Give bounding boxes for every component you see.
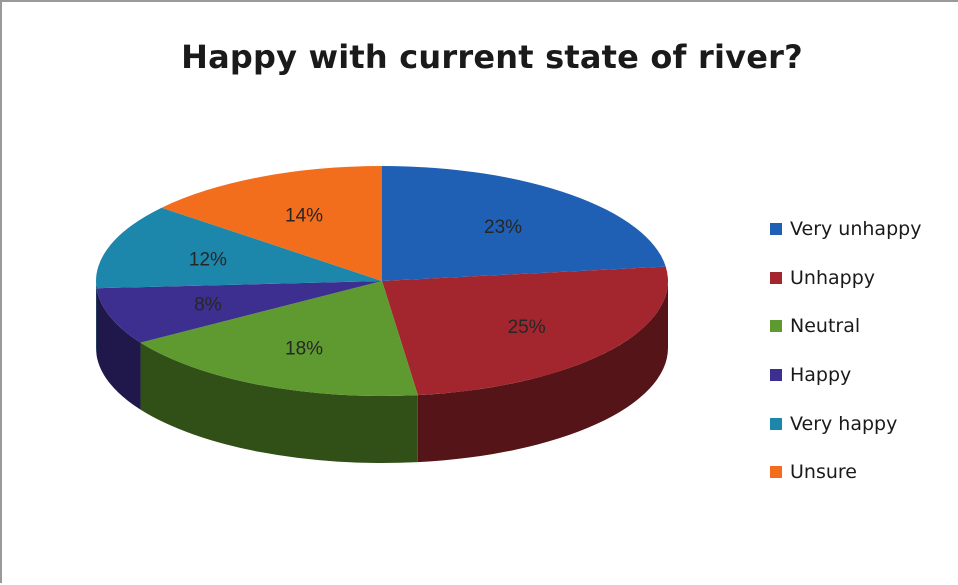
legend-label: Unsure (790, 461, 857, 484)
legend-item-very-happy: Very happy (770, 399, 921, 448)
legend-item-very-unhappy: Very unhappy (770, 205, 921, 254)
pie-slice-unsure (161, 166, 382, 281)
legend-swatch (770, 223, 782, 236)
legend-label: Very happy (790, 412, 898, 435)
data-label-unsure: 14% (285, 205, 323, 226)
pie-side-very-happy (96, 281, 97, 356)
data-label-happy: 8% (194, 295, 222, 316)
pie-slice-unhappy (382, 266, 668, 396)
pie-slice-very-happy (96, 207, 382, 289)
data-label-very-happy: 12% (189, 249, 227, 270)
legend-label: Unhappy (790, 266, 875, 289)
pie-side-happy (96, 288, 141, 410)
legend-swatch (770, 417, 782, 430)
legend-item-unsure: Unsure (770, 448, 921, 497)
data-label-very-unhappy: 23% (484, 217, 522, 238)
legend-swatch (770, 466, 782, 479)
legend-label: Happy (790, 364, 852, 387)
legend-swatch (770, 320, 782, 333)
pie-slice-very-unhappy (382, 166, 666, 281)
legend-label: Neutral (790, 315, 861, 338)
legend-item-happy: Happy (770, 351, 921, 400)
data-label-unhappy: 25% (508, 317, 546, 338)
legend-label: Very unhappy (790, 218, 922, 241)
legend-item-unhappy: Unhappy (770, 254, 921, 303)
chart-title: Happy with current state of river? (181, 38, 803, 76)
legend: Very unhappy Unhappy Neutral Happy Very happ… (770, 205, 921, 497)
legend-swatch (770, 271, 782, 284)
pie-side-unhappy (417, 281, 668, 463)
legend-swatch (770, 369, 782, 382)
pie-side-neutral (140, 342, 418, 463)
pie-slice-happy (96, 281, 382, 343)
legend-item-neutral: Neutral (770, 302, 921, 351)
pie-slice-neutral (140, 281, 418, 396)
data-label-neutral: 18% (285, 339, 323, 360)
